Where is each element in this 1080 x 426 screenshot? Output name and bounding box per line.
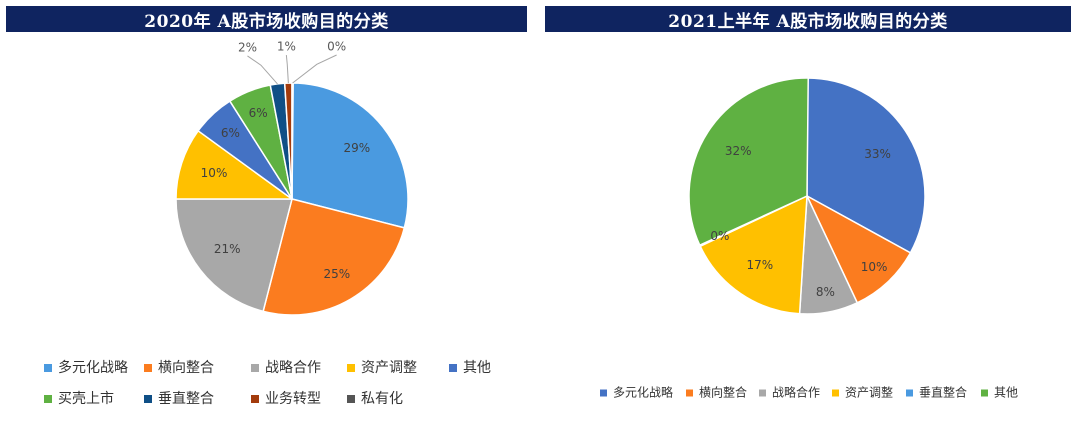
legend-swatch-6 xyxy=(981,389,988,397)
pie-slice-2 xyxy=(262,198,406,316)
legend-label-6: 其他 xyxy=(994,386,1018,400)
legend-label-5: 其他 xyxy=(463,360,491,376)
legend-label-5: 垂直整合 xyxy=(919,385,967,400)
leader-line-9 xyxy=(292,54,337,84)
data-label-2: 10% xyxy=(861,260,888,274)
data-label-2: 25% xyxy=(323,267,350,281)
legend-label-3: 战略合作 xyxy=(772,385,820,400)
legend-swatch-3 xyxy=(251,364,259,372)
legend-swatch-8 xyxy=(251,395,259,403)
pie-slice-4 xyxy=(175,129,295,200)
data-label-1: 29% xyxy=(343,141,370,155)
leader-line-8 xyxy=(285,55,289,84)
data-label-6: 32% xyxy=(725,144,752,158)
legend-label-1: 多元化战略 xyxy=(613,385,673,400)
data-label-5: 0% xyxy=(710,229,729,243)
legend-label-8: 业务转型 xyxy=(265,391,321,407)
chart-title-2020: 2020年 A股市场收购目的分类 xyxy=(6,6,527,32)
legend-swatch-4 xyxy=(832,389,839,397)
data-label-3: 8% xyxy=(816,285,835,299)
legend-label-4: 资产调整 xyxy=(361,360,417,376)
legend-swatch-7 xyxy=(144,395,152,403)
data-label-4: 10% xyxy=(201,166,228,180)
legend-label-2: 横向整合 xyxy=(699,385,747,400)
data-label-1: 33% xyxy=(864,147,891,161)
legend-swatch-5 xyxy=(906,389,913,397)
chart-title-2021h1: 2021上半年 A股市场收购目的分类 xyxy=(545,6,1071,32)
pie-slice-2 xyxy=(805,194,912,304)
data-label-9: 0% xyxy=(327,40,346,54)
legend-label-1: 多元化战略 xyxy=(58,359,128,376)
legend-swatch-2 xyxy=(144,364,152,372)
legend-swatch-3 xyxy=(759,389,766,397)
data-label-3: 21% xyxy=(214,242,241,256)
legend-swatch-4 xyxy=(347,364,355,372)
pie-chart-2020: 29% 25% 21% 10% 6% 6% 2% 1% 0% 多元化战略 横向整合 战略合作 资产调整 其… xyxy=(44,40,491,407)
legend-swatch-1 xyxy=(600,389,607,397)
data-label-5: 6% xyxy=(221,126,240,140)
legend-swatch-9 xyxy=(347,395,355,403)
legend-label-7: 垂直整合 xyxy=(158,390,214,407)
legend-swatch-6 xyxy=(44,395,52,403)
legend-swatch-1 xyxy=(44,364,52,372)
legend-label-6: 买壳上市 xyxy=(58,390,114,407)
legend-swatch-2 xyxy=(686,389,693,397)
legend-label-2: 横向整合 xyxy=(158,360,214,376)
legend-swatch-5 xyxy=(449,364,457,372)
pie-slice-1 xyxy=(291,82,409,229)
leader-line-7 xyxy=(247,55,278,85)
pie-slice-1 xyxy=(806,77,926,254)
legend-label-4: 资产调整 xyxy=(845,385,893,400)
data-label-4: 17% xyxy=(746,258,773,272)
pie-slice-6 xyxy=(688,77,809,247)
pie-chart-2021h1: 33% 10% 8% 17% 0% 32% 多元化战略 横向整合 战略合作 资产调整 垂直整合 其他 xyxy=(600,77,1018,400)
data-label-8: 1% xyxy=(277,40,296,54)
pie-slice-4 xyxy=(699,194,808,315)
legend-label-9: 私有化 xyxy=(361,391,403,407)
legend-label-3: 战略合作 xyxy=(265,360,321,376)
data-label-6: 6% xyxy=(249,106,268,120)
data-label-7: 2% xyxy=(238,40,257,54)
pie-slice-3 xyxy=(175,198,293,313)
